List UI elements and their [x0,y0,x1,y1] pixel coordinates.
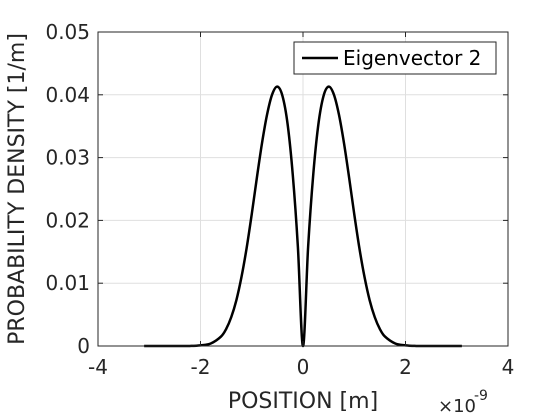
x-tick-labels: -4 -2 0 2 4 [88,355,514,379]
legend: Eigenvector 2 [293,41,497,75]
legend-entry-eigenvector-2: Eigenvector 2 [343,46,481,70]
x-exponent-power: -9 [474,388,488,404]
y-tick-labels: 0 0.01 0.02 0.03 0.04 0.05 [45,20,90,358]
y-tick-label: 0.02 [45,208,90,232]
x-axis-label: POSITION [m] [228,389,378,414]
y-tick-label: 0.01 [45,271,90,295]
y-tick-label: 0.03 [45,146,90,170]
x-tick-label: -4 [88,355,108,379]
y-tick-label: 0.05 [45,20,90,44]
x-tick-label: 2 [399,355,412,379]
y-tick-label: 0 [77,334,90,358]
y-tick-label: 0.04 [45,83,90,107]
axis-ticks [97,31,509,347]
x-tick-label: -2 [191,355,211,379]
y-axis-label: PROBABILITY DENSITY [1/m] [5,33,30,345]
grid-lines [98,32,508,346]
x-axis-exponent: ×10 -9 [438,388,488,417]
x-tick-label: 4 [502,355,515,379]
x-exponent-base: ×10 [438,396,476,417]
x-tick-label: 0 [297,355,310,379]
